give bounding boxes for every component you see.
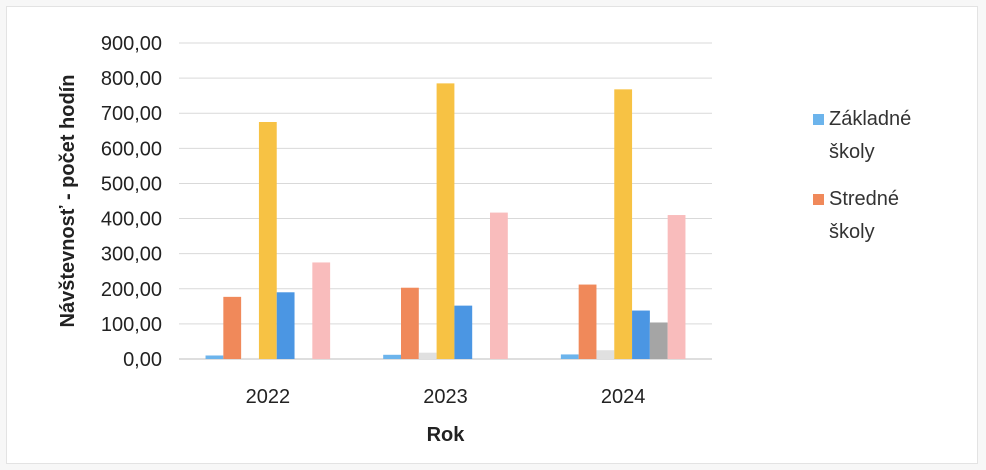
y-tick-label: 300,00 xyxy=(101,244,162,266)
x-tick-label: 2023 xyxy=(423,386,468,408)
bar-series-7-2022 xyxy=(312,262,330,359)
legend-item-zakladne-skoly[interactable]: Základné školy xyxy=(813,103,973,169)
legend-label-stredne-skoly: Stredné školy xyxy=(829,183,929,249)
x-tick-label: 2022 xyxy=(246,386,291,408)
legend: Základné školy Stredné školy xyxy=(813,103,973,263)
legend-swatch-stredne-skoly xyxy=(813,194,824,205)
y-tick-label: 400,00 xyxy=(101,209,162,231)
bar-series-7-2024 xyxy=(668,215,686,359)
y-tick-label: 700,00 xyxy=(101,103,162,125)
y-tick-label: 800,00 xyxy=(101,68,162,90)
y-tick-label: 200,00 xyxy=(101,279,162,301)
y-tick-label: 100,00 xyxy=(101,314,162,336)
x-tick-labels: 2022 2023 2024 xyxy=(246,386,646,408)
bar-series-3-2023 xyxy=(419,353,437,359)
bar-series-7-2023 xyxy=(490,213,508,359)
bar-series-5-2024 xyxy=(632,311,650,359)
y-tick-label: 0,00 xyxy=(123,349,162,371)
bar-series-1-2022 xyxy=(206,355,224,359)
bar-series-4-2024 xyxy=(614,89,632,359)
bar-series-4-2023 xyxy=(437,83,455,359)
bar-series-4-2022 xyxy=(259,122,277,359)
bar-series-1-2023 xyxy=(383,355,401,359)
bar-series-5-2023 xyxy=(454,306,472,359)
y-axis-title: Návštevnosť - počet hodín xyxy=(57,75,79,328)
bar-series-6-2024 xyxy=(650,322,668,359)
bars xyxy=(206,83,686,359)
bar-series-1-2024 xyxy=(561,354,579,359)
legend-item-stredne-skoly[interactable]: Stredné školy xyxy=(813,183,973,249)
y-tick-label: 600,00 xyxy=(101,138,162,160)
bar-series-2-2023 xyxy=(401,288,419,359)
chart-frame: 0,00 100,00 200,00 300,00 400,00 500,00 600,00… xyxy=(6,6,978,464)
bar-series-3-2022 xyxy=(241,358,259,359)
legend-label-zakladne-skoly: Základné školy xyxy=(829,103,929,169)
x-axis-title: Rok xyxy=(427,424,466,446)
bar-series-3-2024 xyxy=(596,350,614,359)
bar-series-2-2022 xyxy=(223,297,241,359)
bar-series-5-2022 xyxy=(277,292,295,359)
x-tick-label: 2024 xyxy=(601,386,646,408)
legend-swatch-zakladne-skoly xyxy=(813,114,824,125)
y-tick-label: 500,00 xyxy=(101,173,162,195)
bar-series-2-2024 xyxy=(579,285,597,359)
y-tick-label: 900,00 xyxy=(101,33,162,55)
y-tick-labels: 0,00 100,00 200,00 300,00 400,00 500,00 600,00… xyxy=(101,33,162,371)
